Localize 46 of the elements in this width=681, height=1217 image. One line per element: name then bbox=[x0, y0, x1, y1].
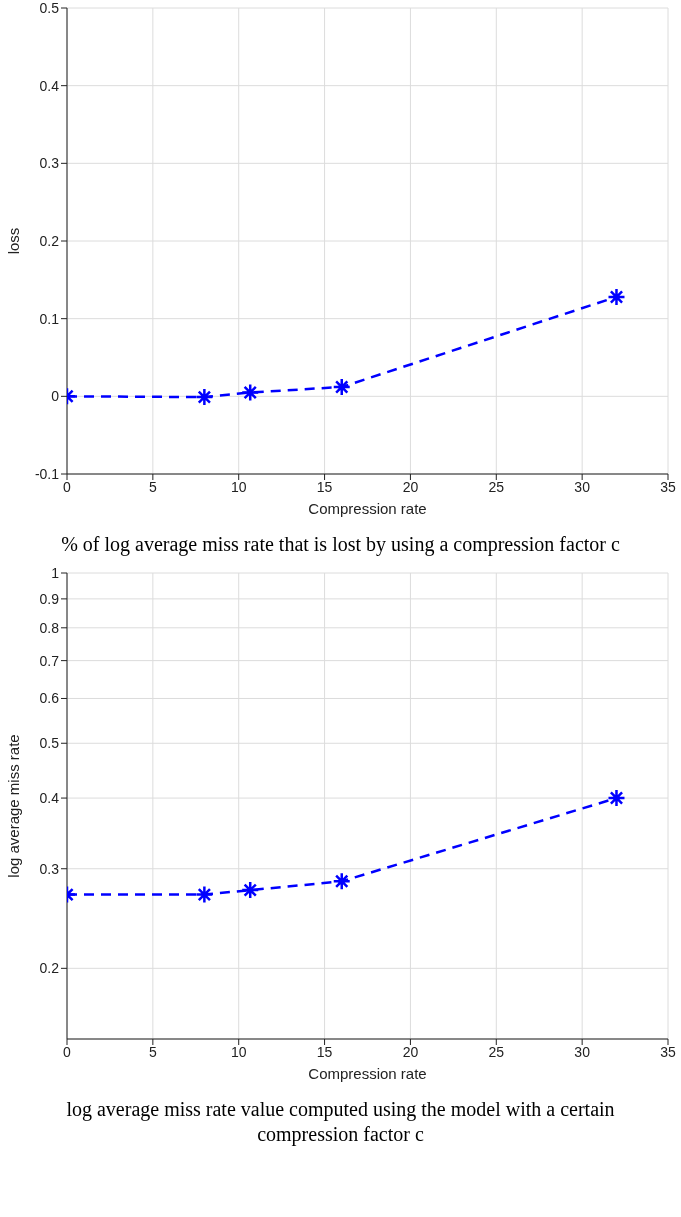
y-tick-label: 0.4 bbox=[39, 790, 60, 807]
y-tick-label: 0.5 bbox=[39, 0, 60, 16]
point bbox=[195, 885, 214, 904]
x-tick-label: 10 bbox=[230, 1043, 247, 1060]
y-tick-label: 0.5 bbox=[39, 735, 60, 752]
y-axis-title: loss bbox=[5, 227, 23, 255]
x-tick-label: 30 bbox=[574, 478, 591, 495]
text: log average miss rate value computed using the model with a certain compression factor c bbox=[65, 1097, 616, 1148]
text: % of log average miss rate that is lost by using a compression factor c bbox=[60, 532, 621, 558]
y-tick-label: 0.7 bbox=[39, 652, 60, 669]
y-tick-label: 0.1 bbox=[39, 310, 60, 327]
y-tick-label: 0 bbox=[51, 388, 60, 405]
y-tick-label: 0.4 bbox=[39, 77, 60, 94]
point bbox=[607, 287, 626, 307]
x-tick-label: 0 bbox=[63, 1043, 72, 1060]
x-tick-label: 30 bbox=[574, 1043, 591, 1060]
x-axis-title: Compression rate bbox=[308, 500, 427, 517]
x-tick-label: 35 bbox=[660, 478, 676, 495]
point bbox=[332, 377, 351, 397]
y-tick-label: 0.3 bbox=[39, 155, 60, 172]
y-axis-title: log average miss rate bbox=[5, 734, 23, 878]
x-tick-label: 5 bbox=[148, 478, 157, 495]
x-tick-label: 10 bbox=[230, 478, 247, 495]
x-tick-label: 15 bbox=[316, 478, 333, 495]
x-tick-label: 0 bbox=[63, 478, 72, 495]
point bbox=[240, 880, 260, 900]
x-axis-title: Compression rate bbox=[308, 1065, 427, 1082]
y-tick-label: 0.2 bbox=[39, 232, 60, 249]
x-tick-label: 5 bbox=[148, 1043, 157, 1060]
x-tick-label: 20 bbox=[402, 478, 419, 495]
y-tick-label: 0.2 bbox=[39, 960, 60, 977]
point bbox=[195, 387, 214, 407]
point bbox=[240, 383, 260, 402]
y-tick-label: 0.6 bbox=[39, 690, 60, 707]
x-tick-label: 20 bbox=[402, 1043, 419, 1060]
point bbox=[607, 788, 626, 808]
x-tick-label: 25 bbox=[488, 478, 505, 495]
y-tick-label: 1 bbox=[51, 564, 60, 581]
y-tick-label: 0.3 bbox=[39, 860, 60, 877]
x-tick-label: 15 bbox=[316, 1043, 333, 1060]
x-tick-label: 25 bbox=[488, 1043, 505, 1060]
y-tick-label: -0.1 bbox=[34, 465, 60, 482]
y-tick-label: 0.8 bbox=[39, 619, 60, 636]
y-tick-label: 0.9 bbox=[39, 590, 60, 607]
point bbox=[332, 872, 351, 891]
x-tick-label: 35 bbox=[660, 1043, 676, 1060]
